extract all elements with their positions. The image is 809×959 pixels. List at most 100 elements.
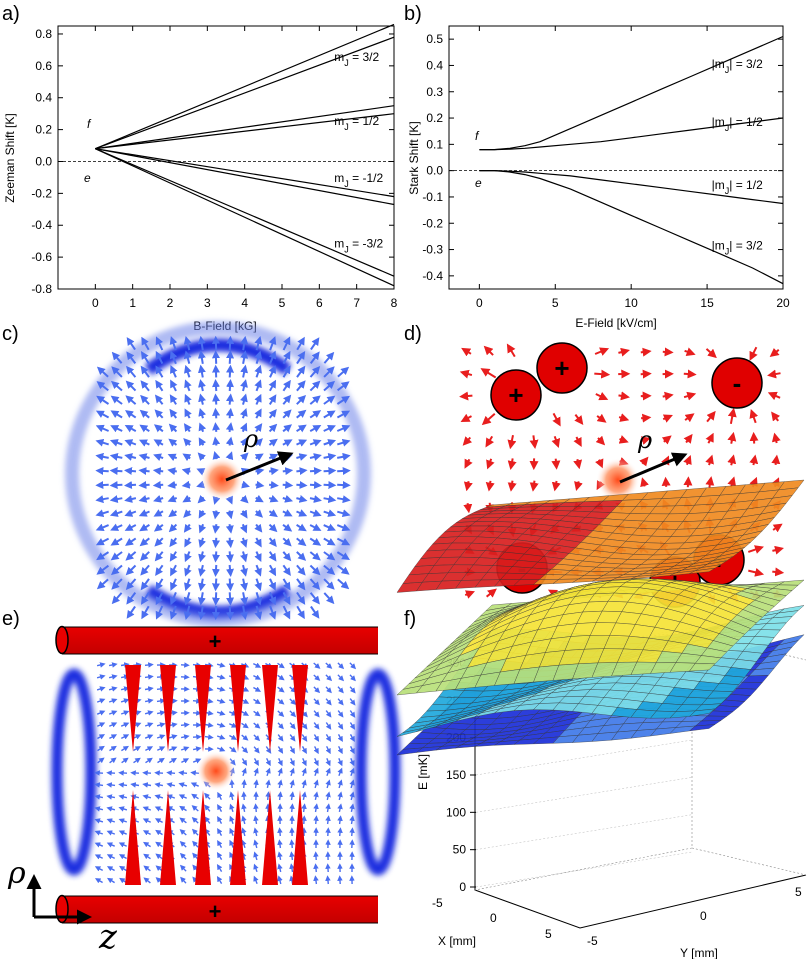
zeeman-annotation-1: mJ = 1/2 [334,114,379,132]
surface-zgrid-3 [475,739,693,776]
blue-small-arrow-98 [156,698,166,704]
red-field-arrow-132 [771,411,781,422]
blue-small-arrow-167 [192,840,199,848]
blue-field-arrow-22 [109,439,123,447]
blue-small-arrow-148 [179,840,187,848]
blue-small-arrow-182 [204,816,211,824]
blue-field-arrow-183 [225,524,234,534]
blue-small-arrow-236 [241,815,247,825]
blue-small-arrow-229 [241,734,249,741]
zeeman-xtick-label-0: 0 [92,296,99,310]
blue-field-arrow-54 [141,336,150,351]
blue-field-arrow-261 [282,494,294,503]
blue-field-arrow-198 [240,452,249,461]
blue-small-arrow-309 [289,779,295,789]
blue-small-arrow-41 [120,698,130,704]
blue-small-arrow-329 [301,791,307,801]
red-field-arrow-51 [594,347,610,356]
blue-small-arrow-218 [229,827,235,836]
red-field-arrow-130 [767,369,781,379]
surface-patch-752 [777,579,805,586]
blue-small-arrow-151 [180,876,187,884]
blue-small-arrow-91 [143,841,151,848]
blue-field-arrow-254 [282,394,292,405]
blue-small-arrow-146 [179,817,187,824]
red-field-arrow-17 [485,480,495,492]
red-field-arrow-34 [551,435,561,448]
blue-small-arrow-381 [337,734,343,743]
blue-small-arrow-259 [253,863,259,873]
surface-patch-511 [688,708,716,717]
red-field-arrow-12 [483,345,494,356]
zeeman-series-1 [95,36,395,150]
zeeman-series-3 [95,113,395,150]
blue-small-arrow-82 [144,734,154,740]
blue-small-arrow-367 [325,791,331,801]
blue-field-arrow-237 [268,438,278,447]
blue-small-arrow-323 [301,722,308,730]
blue-field-arrow-333 [337,438,351,447]
blue-small-arrow-406 [349,803,355,813]
blue-small-arrow-350 [313,815,319,825]
blue-field-arrow-325 [323,564,336,575]
blue-field-arrow-226 [254,564,262,577]
blue-field-arrow-160 [212,422,221,433]
blue-small-arrow-33 [106,830,116,836]
blue-field-arrow-310 [323,351,335,364]
red-field-arrow-113 [727,431,737,444]
blue-field-arrow-167 [212,551,221,563]
blue-field-arrow-131 [184,578,192,592]
blue-field-arrow-86 [153,509,164,517]
blue-field-arrow-80 [153,424,164,433]
blue-field-arrow-78 [154,394,164,405]
blue-field-arrow-275 [296,409,307,419]
blue-field-arrow-284 [296,537,307,547]
blue-field-arrow-140 [198,422,207,433]
blue-field-arrow-231 [268,350,277,365]
blue-small-arrow-269 [265,757,271,767]
blue-field-arrow-223 [254,523,263,533]
blue-field-arrow-1 [96,381,109,392]
surface-zgrid-1 [475,814,693,850]
zeeman-xtick-label-2: 2 [167,296,174,310]
blue-small-arrow-34 [106,842,115,848]
blue-field-arrow-300 [309,481,322,489]
blue-small-arrow-294 [277,827,283,837]
blue-field-arrow-36 [126,365,137,378]
blue-field-arrow-342 [337,564,350,575]
blue-small-arrow-81 [144,722,154,728]
rho-label-c: ρ [243,425,258,453]
blue-field-arrow-65 [138,495,150,503]
red-field-arrow-139 [772,567,785,577]
blue-small-arrow-376 [337,674,345,682]
blue-field-arrow-52 [126,591,137,605]
blue-small-arrow-326 [301,757,307,767]
stark-ytick-label-8: 0.4 [426,58,443,72]
blue-field-arrow-252 [282,365,291,378]
cone-top-1 [160,665,176,752]
blue-field-arrow-62 [138,453,150,461]
red-field-arrow-25 [507,480,517,492]
blue-small-arrow-407 [349,815,355,825]
blue-small-arrow-305 [289,734,296,742]
blue-small-arrow-13 [94,818,104,824]
blue-small-arrow-0 [96,662,106,668]
blue-small-arrow-38 [120,662,130,668]
blue-small-arrow-138 [180,722,190,728]
blue-field-arrow-192 [240,364,249,378]
blue-field-arrow-276 [296,424,307,433]
blue-small-arrow-271 [265,779,271,789]
cone-bottom-2 [195,790,211,885]
red-field-arrow-77 [640,413,652,423]
blue-field-arrow-15 [96,578,109,590]
red-field-arrow-127 [748,567,765,577]
blue-field-arrow-340 [336,537,351,546]
panel-label-d: d) [404,323,422,345]
blue-small-arrow-227 [241,710,250,716]
blue-small-arrow-242 [252,662,262,668]
red-field-arrow-87 [662,391,674,401]
surface-xtick-3: 5 [545,927,552,941]
surface-zlabel: E [mK] [416,754,430,790]
stark-xtick-label-2: 10 [625,296,639,310]
blue-field-arrow-173 [226,350,235,364]
